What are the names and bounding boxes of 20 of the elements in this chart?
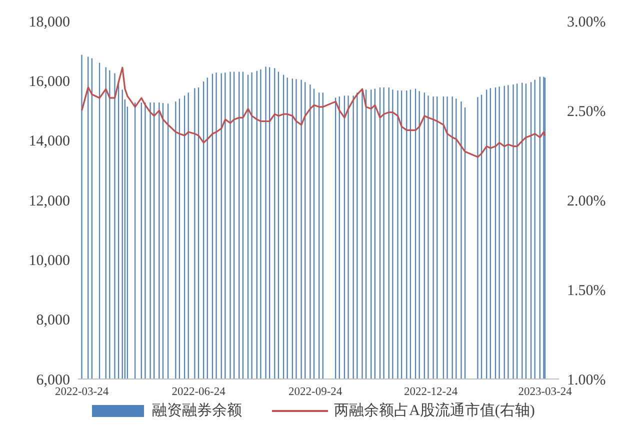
y-tick-label: 8,000 [36,312,70,329]
x-tick-label: 2022-06-24 [172,386,226,398]
y2-tick-label: 2.00% [567,193,606,210]
line-series [81,66,546,158]
y-tick-label: 14,000 [28,134,70,150]
y2-tick-label: 1.50% [567,282,606,299]
x-tick-label: 2023-03-24 [518,386,572,398]
y-tick-label: 16,000 [28,74,70,90]
y-tick-label: 6,000 [36,372,70,388]
y2-tick-label: 3.00% [567,14,606,30]
legend-label: 融资融券余额 [152,402,242,420]
y-tick-label: 18,000 [28,14,70,30]
y-tick-label: 10,000 [28,252,70,269]
x-tick-label: 2022-09-24 [288,386,342,398]
y2-tick-label: 1.00% [567,372,606,388]
legend-label: 两融余额占A股流通市值(右轴) [334,401,535,420]
y-tick-label: 12,000 [28,193,70,210]
x-tick-label: 2022-12-24 [404,386,458,398]
y2-tick-label: 2.50% [567,104,606,120]
x-tick-label: 2022-03-24 [54,386,109,398]
